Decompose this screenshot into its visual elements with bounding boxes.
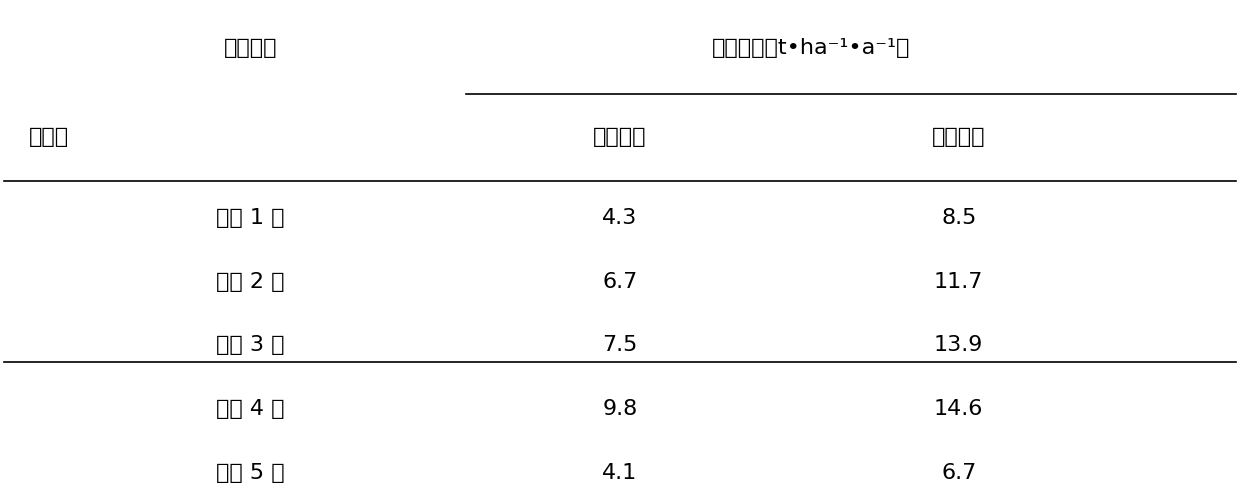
Text: 试验 2 组: 试验 2 组 — [216, 272, 285, 292]
Text: 试验 4 组: 试验 4 组 — [216, 399, 285, 419]
Text: 固碳效率（t•ha⁻¹•a⁻¹）: 固碳效率（t•ha⁻¹•a⁻¹） — [712, 38, 910, 58]
Text: 试验 3 组: 试验 3 组 — [216, 335, 285, 355]
Text: 6.7: 6.7 — [603, 272, 637, 292]
Text: 6.7: 6.7 — [941, 463, 976, 483]
Text: 试验 5 组: 试验 5 组 — [216, 463, 285, 483]
Text: 8.5: 8.5 — [941, 208, 976, 228]
Text: 14.6: 14.6 — [934, 399, 983, 419]
Text: 11.7: 11.7 — [934, 272, 983, 292]
Text: 13.9: 13.9 — [934, 335, 983, 355]
Text: 南方土壤: 南方土壤 — [932, 127, 986, 147]
Text: 4.3: 4.3 — [603, 208, 637, 228]
Text: 试验 1 组: 试验 1 组 — [216, 208, 285, 228]
Text: 固碳效率: 固碳效率 — [223, 38, 278, 58]
Text: 北方土壤: 北方土壤 — [593, 127, 647, 147]
Text: 7.5: 7.5 — [603, 335, 637, 355]
Text: 4.1: 4.1 — [603, 463, 637, 483]
Text: 9.8: 9.8 — [603, 399, 637, 419]
Text: 试验组: 试验组 — [29, 127, 69, 147]
